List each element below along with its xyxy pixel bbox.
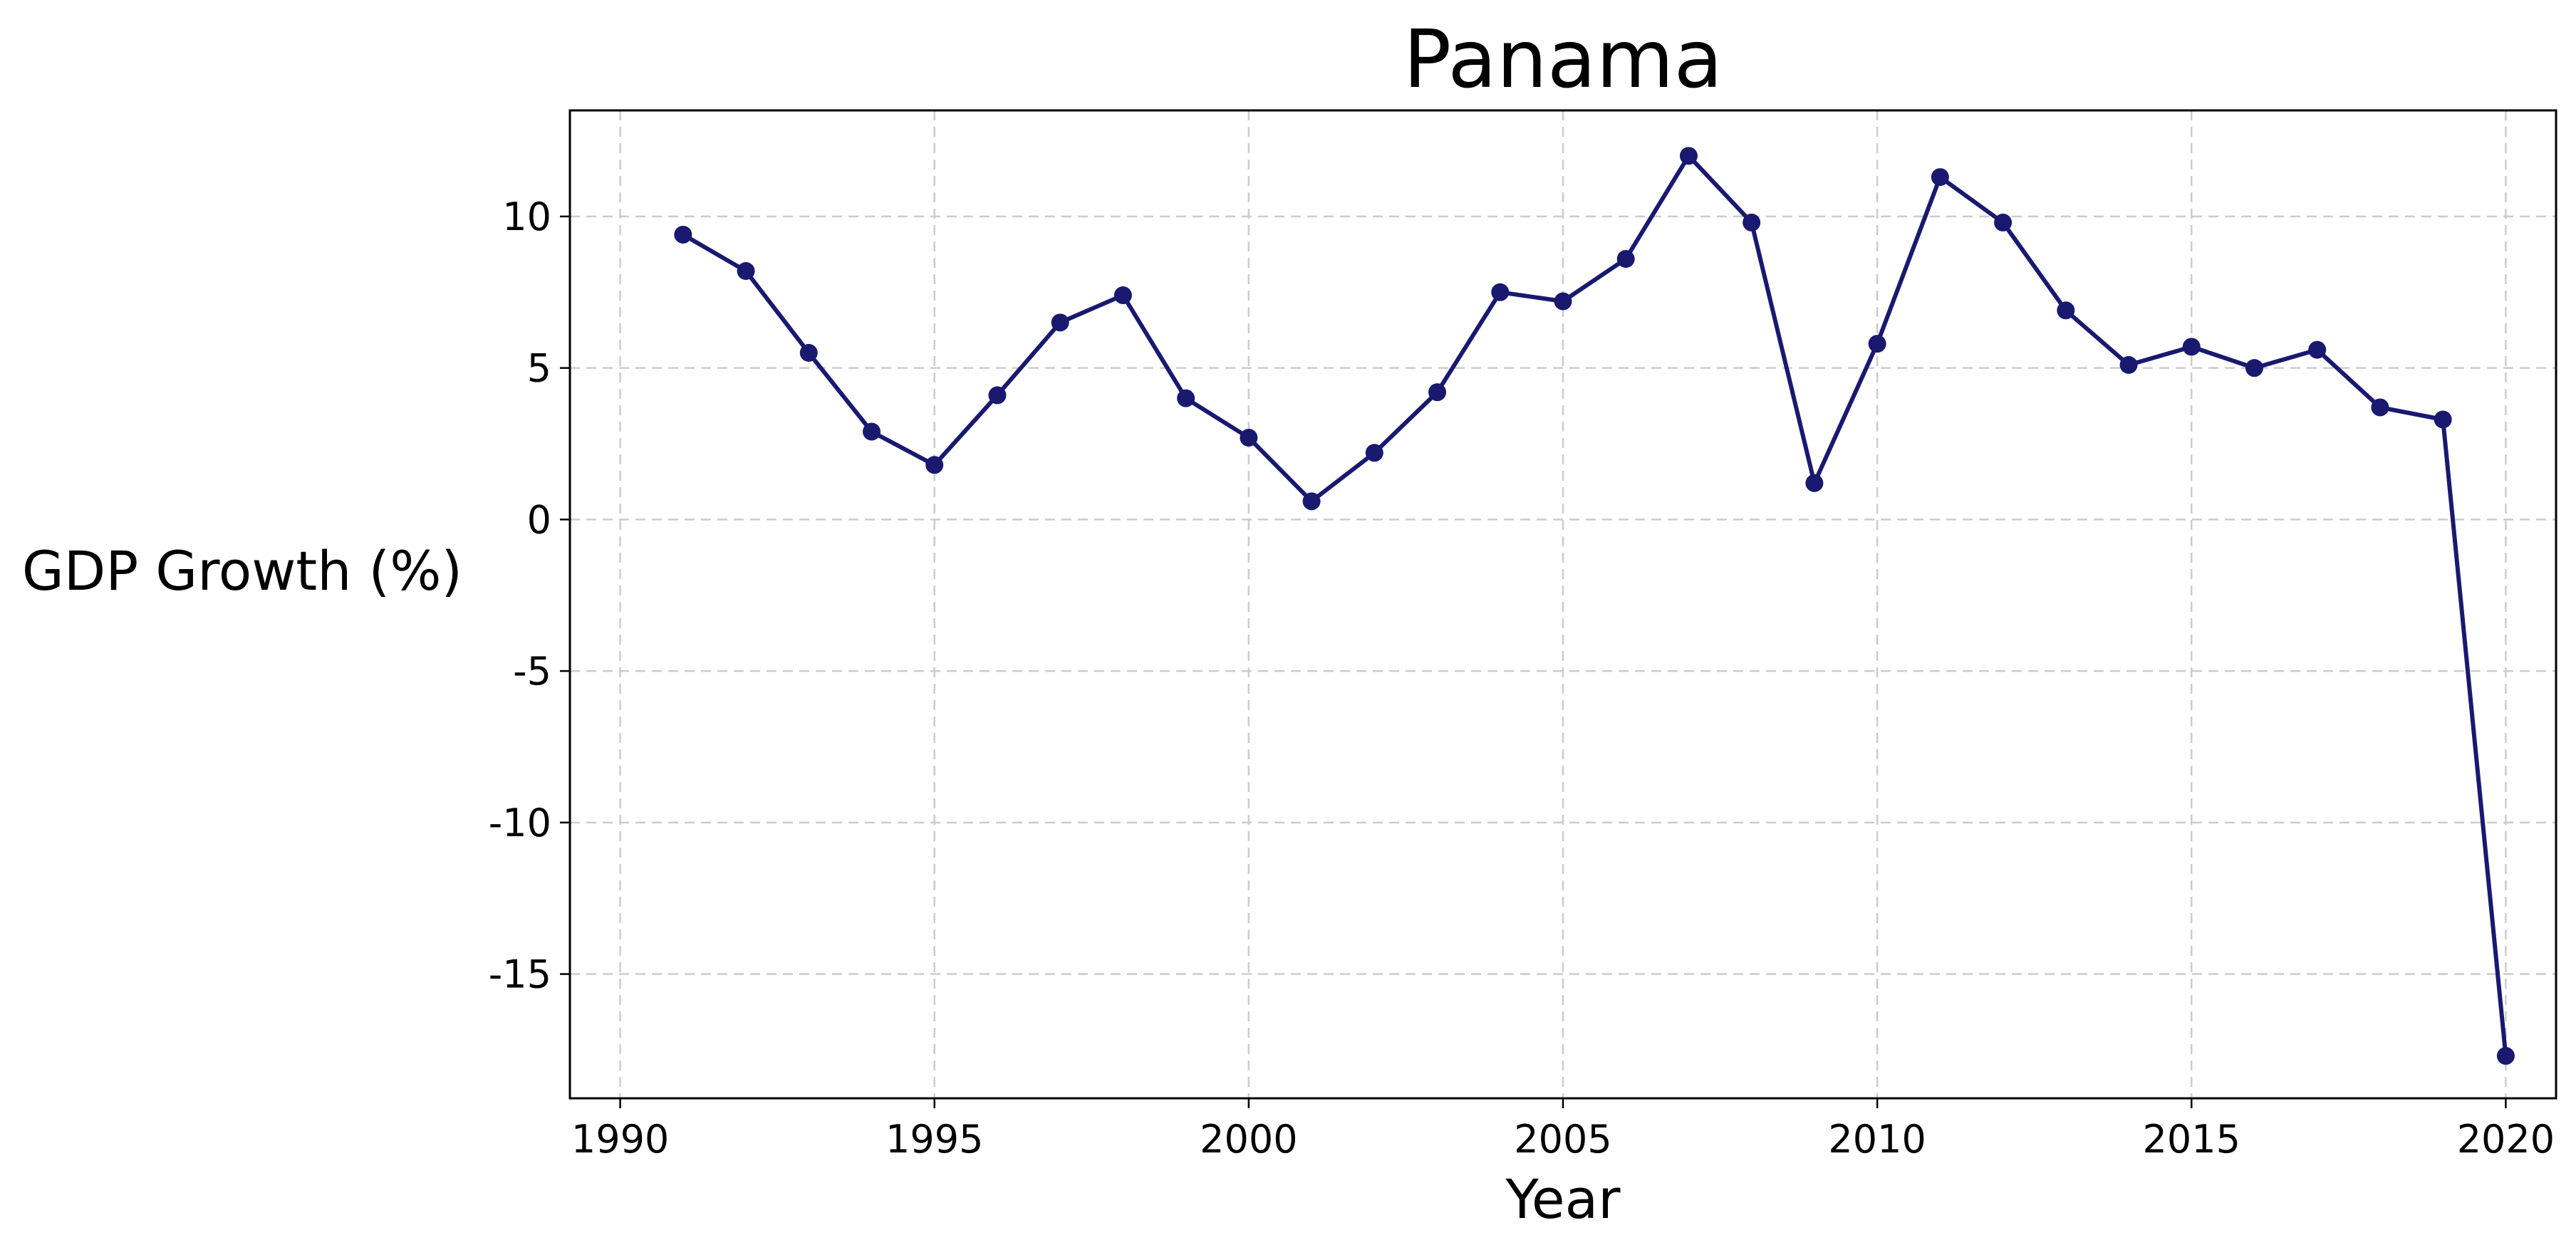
data-point: [1931, 168, 1949, 187]
data-point: [2371, 398, 2389, 417]
data-point: [1240, 428, 1258, 447]
x-tick-label: 1990: [571, 1117, 669, 1162]
data-point: [2245, 359, 2264, 377]
x-tick-label: 2000: [1200, 1117, 1297, 1162]
data-point: [2057, 301, 2075, 320]
y-tick-label: -10: [489, 801, 551, 845]
data-point: [1554, 292, 1572, 311]
x-tick-label: 2020: [2457, 1117, 2555, 1162]
data-point: [1743, 213, 1761, 231]
data-point: [1868, 335, 1886, 353]
data-point: [1616, 249, 1635, 268]
data-point: [862, 422, 881, 441]
data-point: [737, 261, 755, 280]
data-point: [1177, 389, 1195, 407]
data-point: [1051, 313, 1069, 332]
y-tick-label: 5: [527, 346, 551, 391]
data-point: [799, 343, 818, 362]
x-axis-label: Year: [1505, 1167, 1621, 1231]
data-point: [674, 225, 692, 244]
grid-layer: [570, 110, 2556, 1098]
data-point: [2434, 410, 2452, 429]
data-point: [1113, 286, 1132, 305]
data-point: [2308, 340, 2327, 359]
data-point: [1994, 213, 2012, 231]
data-point: [1302, 492, 1321, 511]
data-point: [1805, 474, 1824, 492]
plot-frame: [568, 109, 2557, 1100]
y-tick-label: -5: [513, 649, 551, 694]
data-point: [1428, 383, 1447, 402]
chart-title: Panama: [1403, 14, 1723, 106]
y-axis-label: GDP Growth (%): [22, 539, 462, 603]
series-line: [680, 153, 2508, 1058]
y-tick-label: 10: [502, 194, 551, 239]
data-point: [1679, 147, 1698, 165]
data-point: [925, 456, 944, 474]
data-point: [988, 386, 1007, 405]
data-point: [2496, 1046, 2515, 1065]
x-tick-label: 2010: [1828, 1117, 1926, 1162]
x-tick-label: 2015: [2143, 1117, 2240, 1162]
data-point: [2119, 355, 2138, 374]
y-tick-label: 0: [527, 497, 551, 542]
tick-layer: 1990 1995 2000 2005 2010 2015 2020 10 5 0 -5 -10 -15: [489, 194, 2555, 1162]
data-point: [1491, 283, 1510, 301]
data-point: [1365, 444, 1383, 462]
x-tick-label: 2005: [1514, 1117, 1611, 1162]
x-tick-label: 1995: [886, 1117, 983, 1162]
data-point: [2182, 338, 2201, 356]
y-tick-label: -15: [489, 952, 551, 997]
series-layer: [674, 147, 2515, 1065]
